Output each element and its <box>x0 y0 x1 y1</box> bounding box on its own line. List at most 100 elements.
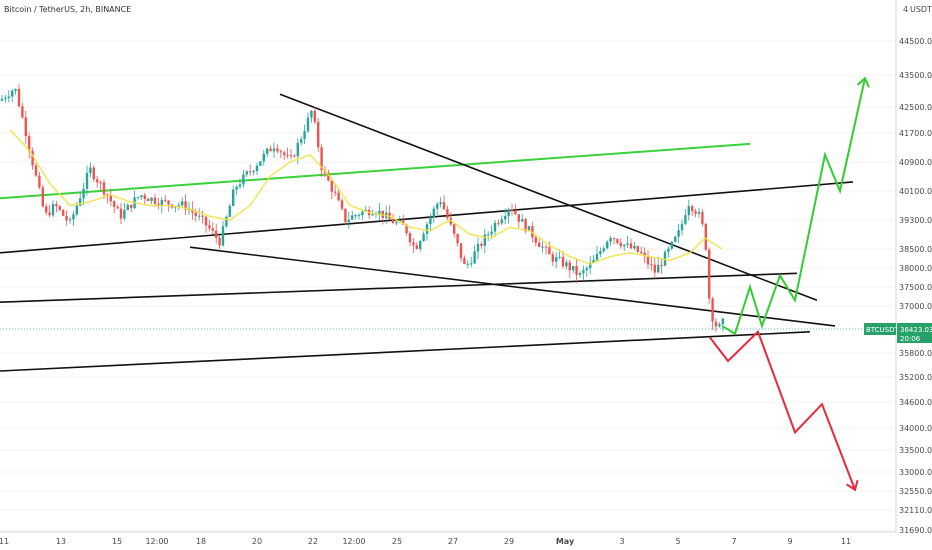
candle-body <box>337 192 340 201</box>
price-axis[interactable]: 44500.00 43500.00 42500.00 41700.00 40900.00… <box>899 37 932 535</box>
symbol-tag-bg <box>864 323 896 335</box>
time-axis[interactable]: 11 13 15 12:00 18 20 22 12:00 25 27 29 May 3 5 7 9 11 <box>0 537 851 546</box>
trend-line-mid-ascending <box>0 272 798 303</box>
candle-body <box>38 175 41 188</box>
candle-body <box>255 165 259 172</box>
candle-body <box>504 215 507 220</box>
x-tick-label: 9 <box>787 537 792 546</box>
trend-line-upper-descending <box>279 93 818 302</box>
y-tick-label: 35200.00 <box>899 373 932 382</box>
candle-body <box>558 256 561 258</box>
candle-body <box>701 212 704 224</box>
candle-body <box>208 225 211 229</box>
trend-lines[interactable] <box>0 93 854 372</box>
price-tag-value: 36423.03 <box>900 326 932 334</box>
currency-prefix: 4 <box>903 5 908 14</box>
candle-body <box>453 224 456 234</box>
x-tick-label: 3 <box>619 537 624 546</box>
candle-body <box>619 242 622 247</box>
candle-body <box>510 209 514 211</box>
candle-body <box>714 321 718 327</box>
candle-body <box>422 233 425 242</box>
y-tick-label: 43500.00 <box>899 71 932 80</box>
candle-body <box>463 257 466 264</box>
x-tick-label: 12:00 <box>342 537 365 546</box>
candle-body <box>116 206 119 209</box>
candle-body <box>85 172 89 189</box>
candle-body <box>293 155 296 157</box>
x-tick-label: 25 <box>392 537 402 546</box>
price-tag-timer: 20:06 <box>900 335 921 343</box>
candle-body <box>667 248 670 252</box>
candle-body <box>279 151 282 153</box>
candle-body <box>361 211 364 216</box>
candle-body <box>327 172 330 181</box>
candle-body <box>592 259 595 263</box>
candle-body <box>296 142 299 157</box>
candle-body <box>303 131 306 140</box>
candle-body <box>704 223 707 250</box>
candle-body <box>354 215 357 217</box>
candle-body <box>283 152 286 156</box>
x-tick-label: 11 <box>841 537 851 546</box>
candle-body <box>640 251 643 253</box>
candle-body <box>89 167 92 173</box>
candle-body <box>252 171 255 173</box>
candle-body <box>126 204 129 211</box>
candle-body <box>589 262 592 269</box>
x-tick-label: 12:00 <box>145 537 168 546</box>
candle-body <box>177 205 180 207</box>
x-tick-label: 11 <box>0 537 9 546</box>
candle-body <box>595 254 599 260</box>
candle-body <box>629 243 633 249</box>
candle-body <box>211 228 214 231</box>
x-tick-label: 22 <box>308 537 318 546</box>
candle-body <box>687 206 690 216</box>
candle-body <box>334 191 337 193</box>
candlesticks[interactable] <box>0 84 724 333</box>
candle-body <box>561 256 565 267</box>
candle-body <box>626 243 629 245</box>
candle-body <box>402 220 405 225</box>
candle-body <box>17 88 21 107</box>
y-tick-label: 40100.00 <box>899 187 932 196</box>
trend-line-upper-ascending <box>0 181 854 254</box>
candle-body <box>405 224 408 234</box>
candle-body <box>646 255 650 265</box>
candle-body <box>113 201 116 207</box>
candle-body <box>41 187 44 207</box>
candle-body <box>544 246 548 248</box>
candle-body <box>357 215 361 217</box>
candle-body <box>167 200 170 205</box>
y-tick-label: 37000.00 <box>899 302 932 311</box>
candle-body <box>140 195 143 197</box>
candle-body <box>242 174 245 185</box>
candle-body <box>391 219 395 224</box>
price-projections[interactable] <box>709 76 870 492</box>
candle-body <box>459 243 463 258</box>
candle-body <box>609 238 612 242</box>
candle-body <box>191 209 194 213</box>
candle-body <box>650 264 653 266</box>
candle-body <box>521 219 524 222</box>
trend-line-lower-ascending <box>0 331 811 372</box>
candle-body <box>466 263 469 265</box>
ma-line <box>9 129 723 265</box>
candle-body <box>677 230 680 237</box>
candle-body <box>269 148 272 152</box>
candle-body <box>164 199 167 201</box>
candle-body <box>75 205 78 215</box>
candle-body <box>395 221 398 224</box>
candle-body <box>606 241 609 249</box>
candle-body <box>58 206 61 210</box>
candle-body <box>487 234 490 236</box>
candle-body <box>286 155 289 157</box>
candle-body <box>371 214 374 216</box>
candle-body <box>694 211 697 214</box>
moving-average[interactable] <box>9 129 723 265</box>
y-tick-label: 44500.00 <box>899 37 932 46</box>
candle-body <box>347 219 350 223</box>
candle-body <box>419 241 422 249</box>
chart-title: Bitcoin / TetherUS, 2h, BINANCE <box>4 5 131 14</box>
